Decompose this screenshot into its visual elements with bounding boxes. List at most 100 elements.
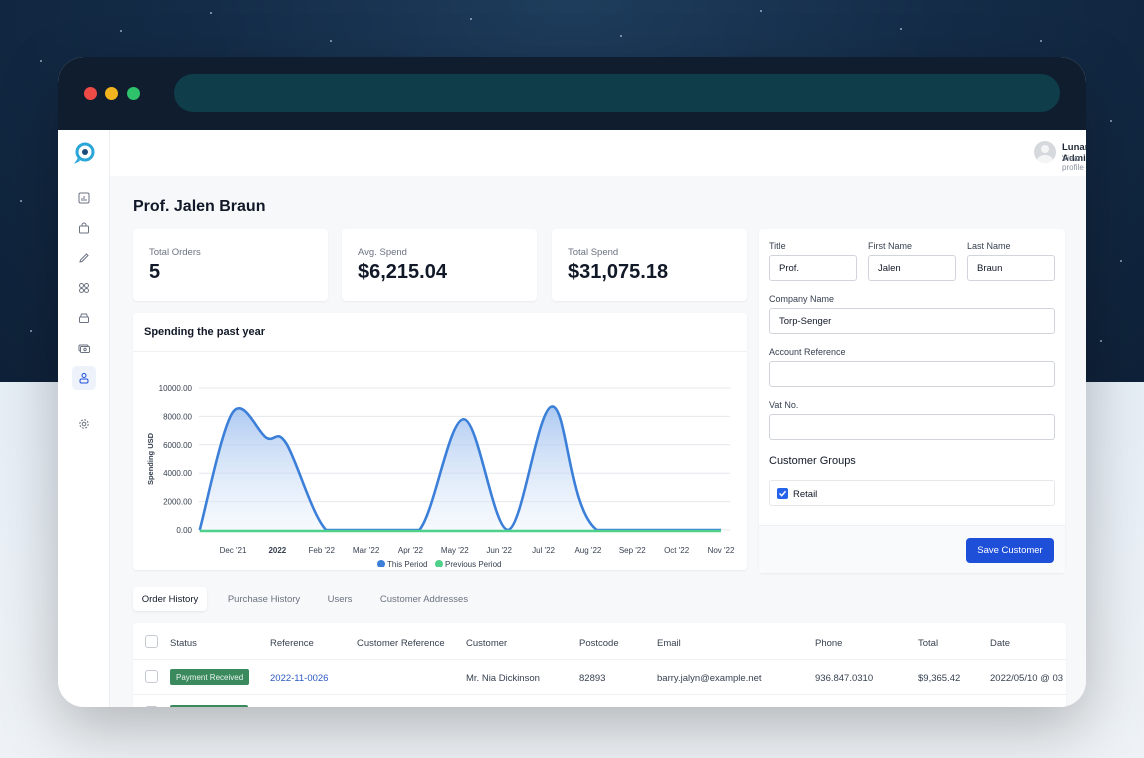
chart-title: Spending the past year: [144, 326, 266, 338]
spending-chart: 10000.00 8000.00 6000.00 4000.00 2000.00 0.00…: [146, 384, 735, 567]
vat-label: Vat No.: [769, 400, 799, 410]
total-cell: $9,365.42: [918, 673, 961, 684]
address-bar[interactable]: [174, 74, 1060, 112]
stat-card-total-spend: Total Spend $31,075.18: [552, 229, 747, 301]
column-header-postcode[interactable]: Postcode: [579, 638, 619, 649]
last-name-field[interactable]: Braun: [967, 255, 1055, 281]
sidebar-item-catalog[interactable]: [72, 246, 96, 270]
row-divider: [133, 694, 1066, 695]
sidebar-item-customers[interactable]: [72, 366, 96, 390]
app-shell: Lunar Admin View profile Prof. Jalen Bra…: [58, 130, 1086, 707]
column-header-date[interactable]: Date: [990, 638, 1011, 649]
status-badge: [170, 705, 248, 707]
column-header-phone[interactable]: Phone: [815, 638, 843, 649]
x-tick-label: 2022: [268, 546, 286, 555]
y-tick-label: 0.00: [176, 526, 192, 535]
pencil-icon: [79, 253, 89, 263]
title-label: Title: [769, 241, 786, 251]
customer-group-retail[interactable]: Retail: [769, 480, 1055, 506]
tab-customer-addresses[interactable]: Customer Addresses: [379, 593, 469, 605]
column-header-customer[interactable]: Customer: [466, 638, 508, 649]
users-icon: [79, 373, 89, 384]
account-reference-field[interactable]: [769, 361, 1055, 387]
order-reference-link[interactable]: 2022-11-0026: [270, 673, 329, 684]
sidebar-item-settings[interactable]: [72, 412, 96, 436]
stat-label: Total Orders: [149, 247, 201, 258]
top-bar: Lunar Admin View profile: [110, 130, 1086, 176]
gear-icon: [79, 419, 89, 429]
vat-field[interactable]: [769, 414, 1055, 440]
minimize-window-dot[interactable]: [105, 87, 118, 100]
stat-label: Total Spend: [568, 247, 619, 258]
user-avatar[interactable]: [1034, 141, 1056, 163]
column-header-status[interactable]: Status: [170, 638, 197, 649]
customer-groups-title: Customer Groups: [769, 455, 856, 467]
column-header-customer-reference[interactable]: Customer Reference: [357, 638, 445, 649]
x-tick-label: Mar '22: [353, 546, 380, 555]
main-content: Prof. Jalen Braun Total Orders 5 Avg. Sp…: [110, 176, 1086, 707]
customer-form: Title Prof. First Name Jalen Last Name B…: [759, 229, 1065, 573]
legend-label: Previous Period: [445, 560, 501, 567]
y-axis-label: Spending USD: [146, 432, 155, 485]
tab-order-history[interactable]: Order History: [133, 587, 207, 611]
legend-marker: [377, 560, 385, 567]
grid-icon: [79, 283, 89, 293]
y-tick-label: 6000.00: [163, 441, 192, 450]
x-tick-label: May '22: [441, 546, 469, 555]
user-name[interactable]: Lunar Admin: [1062, 142, 1086, 164]
cash-icon: [78, 344, 90, 353]
y-tick-label: 8000.00: [163, 412, 192, 421]
lunar-logo-icon[interactable]: [70, 140, 98, 168]
x-tick-label: Jul '22: [532, 546, 555, 555]
y-tick-label: 10000.00: [159, 384, 193, 393]
order-history-table: Status Reference Customer Reference Cust…: [133, 623, 1066, 707]
title-field[interactable]: Prof.: [769, 255, 857, 281]
customer-group-label: Retail: [793, 489, 818, 500]
sidebar: [58, 130, 110, 707]
date-cell: 2022/05/10 @ 03: [990, 673, 1064, 684]
archive-icon: [79, 313, 89, 323]
first-name-field[interactable]: Jalen: [868, 255, 956, 281]
row-checkbox[interactable]: [145, 670, 158, 683]
sidebar-item-orders[interactable]: [72, 216, 96, 240]
save-customer-button[interactable]: Save Customer: [966, 538, 1054, 563]
form-footer: Save Customer: [759, 525, 1065, 573]
x-tick-label: Oct '22: [664, 546, 690, 555]
sidebar-item-inventory[interactable]: [72, 306, 96, 330]
email-cell: barry.jalyn@example.net: [657, 673, 762, 684]
company-name-field[interactable]: Torp-Senger: [769, 308, 1055, 334]
column-header-reference[interactable]: Reference: [270, 638, 314, 649]
stat-card-avg-spend: Avg. Spend $6,215.04: [342, 229, 537, 301]
spending-chart-card: Spending the past year 10000.00 8000.00 60…: [133, 313, 747, 570]
close-window-dot[interactable]: [84, 87, 97, 100]
stat-value: $6,215.04: [358, 261, 447, 283]
maximize-window-dot[interactable]: [127, 87, 140, 100]
status-badge: Payment Received: [170, 669, 250, 685]
view-profile-link[interactable]: View profile: [1062, 154, 1084, 172]
shopping-bag-icon: [79, 222, 89, 234]
legend-label: This Period: [387, 560, 427, 567]
x-tick-label: Dec '21: [220, 546, 247, 555]
x-tick-label: Sep '22: [619, 546, 646, 555]
sidebar-item-collections[interactable]: [72, 276, 96, 300]
x-tick-label: Nov '22: [708, 546, 735, 555]
y-tick-label: 4000.00: [163, 469, 192, 478]
sidebar-item-dashboard[interactable]: [72, 186, 96, 210]
checkbox-checked-icon[interactable]: [777, 488, 788, 499]
tab-purchase-history[interactable]: Purchase History: [227, 593, 301, 605]
x-tick-label: Apr '22: [398, 546, 424, 555]
tab-users[interactable]: Users: [327, 593, 353, 605]
browser-window: Lunar Admin View profile Prof. Jalen Bra…: [58, 57, 1086, 707]
sidebar-item-discounts[interactable]: [72, 336, 96, 360]
column-header-email[interactable]: Email: [657, 638, 681, 649]
stat-label: Avg. Spend: [358, 247, 407, 258]
chart-divider: [133, 351, 747, 352]
x-tick-label: Jun '22: [486, 546, 512, 555]
this-period-line: [198, 405, 721, 532]
select-all-checkbox[interactable]: [145, 635, 158, 648]
stat-value: 5: [149, 261, 161, 283]
x-tick-label: Aug '22: [574, 546, 601, 555]
row-checkbox[interactable]: [145, 706, 158, 707]
column-header-total[interactable]: Total: [918, 638, 939, 649]
customer-cell: Mr. Nia Dickinson: [466, 673, 540, 684]
